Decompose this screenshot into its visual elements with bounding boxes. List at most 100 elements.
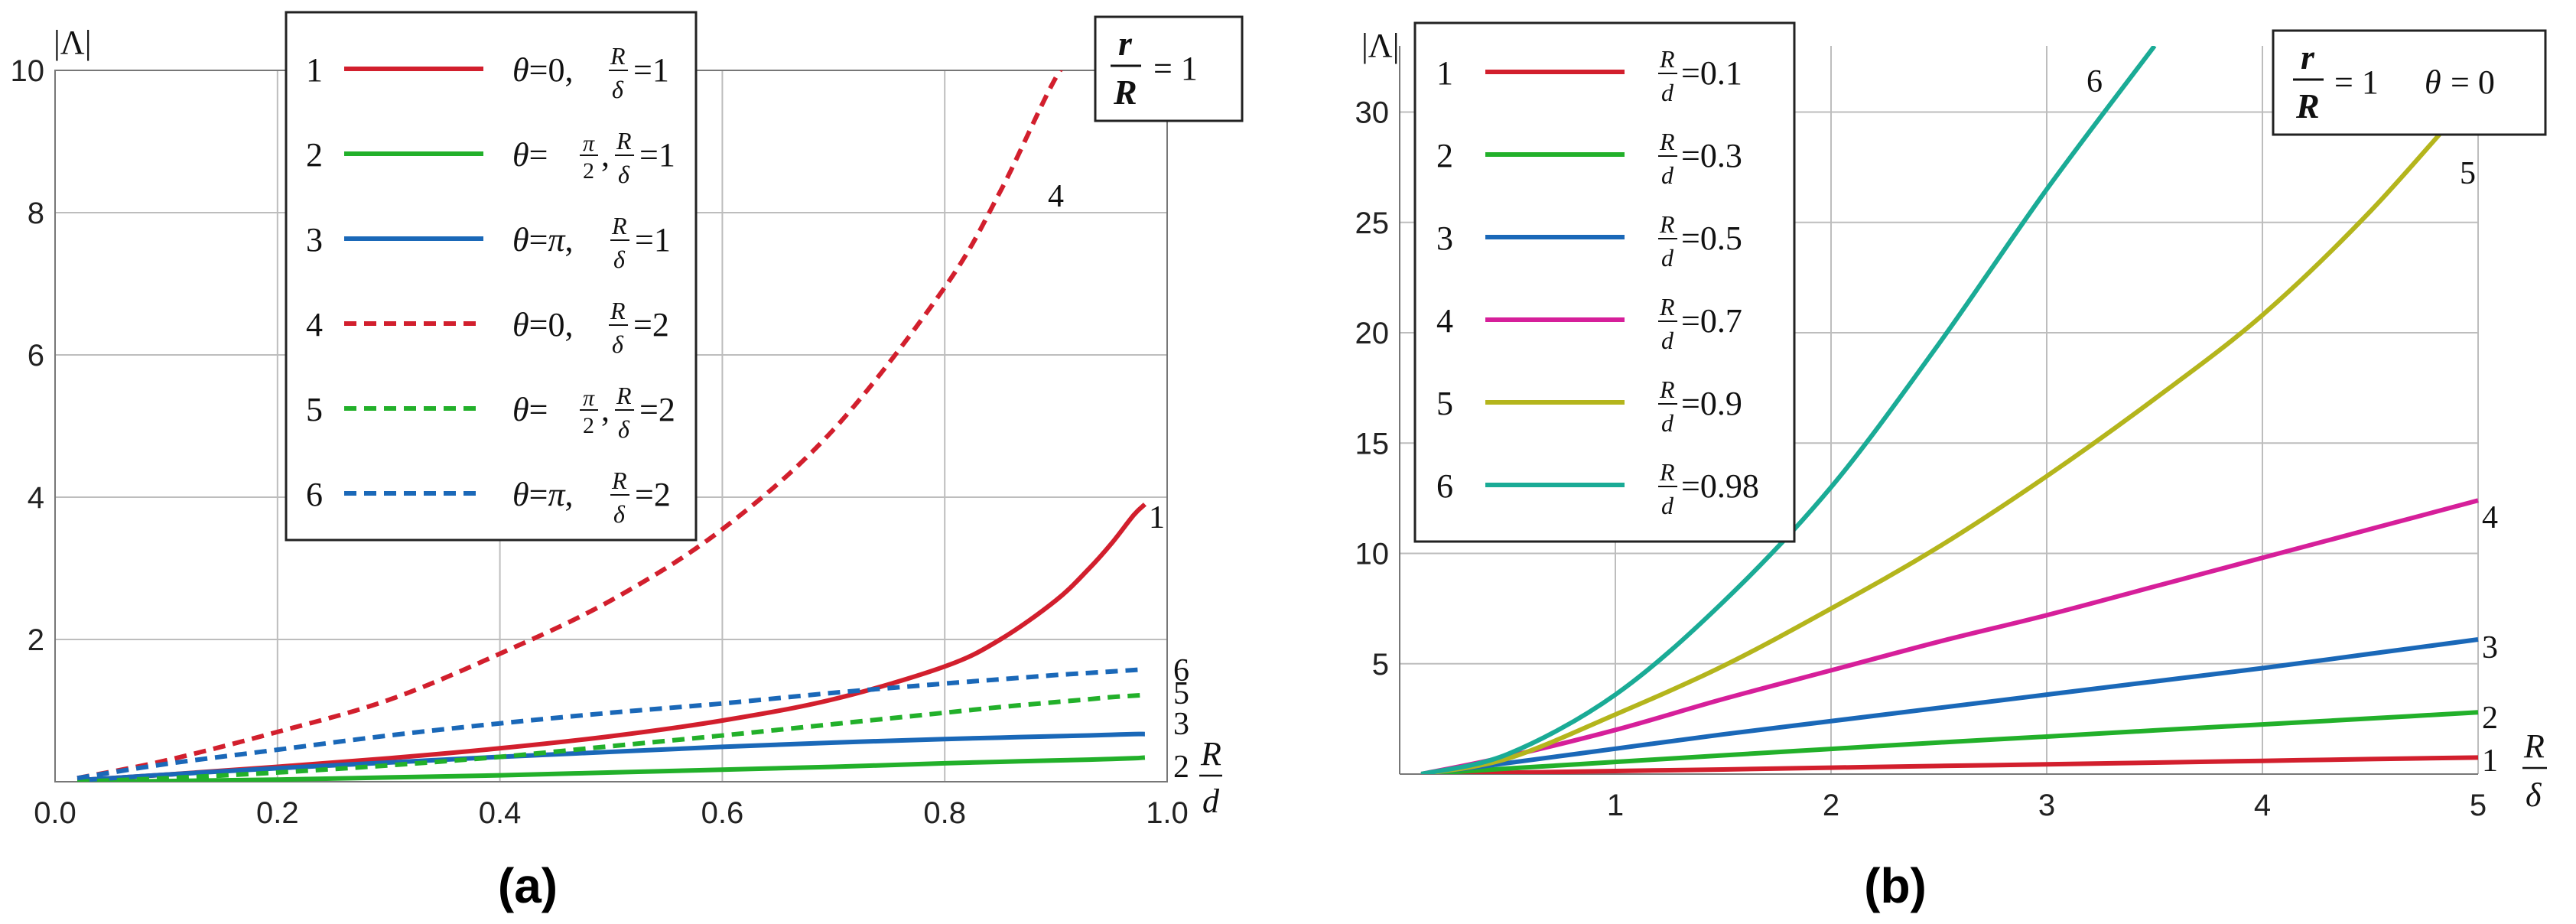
chart-b-legend-item-1: 1 Rd =0.1 <box>1436 45 1742 106</box>
chart-a-legend-item-3: 3 θ=π, Rδ =1 <box>306 212 671 273</box>
svg-text:1: 1 <box>1436 54 1453 92</box>
chart-a-legend-item-6: 6 θ=π, Rδ =2 <box>306 467 671 528</box>
svg-text:d: d <box>1661 79 1674 106</box>
svg-text:R: R <box>1659 458 1675 486</box>
chart-b-ytick: 30 <box>1355 96 1390 130</box>
svg-text:δ: δ <box>618 161 630 188</box>
chart-b-xtick: 2 <box>1823 789 1839 822</box>
chart-b-legend-item-4: 4 Rd =0.7 <box>1436 293 1742 354</box>
chart-a-ytick: 10 <box>11 54 45 88</box>
chart-b-legend-item-5: 5 Rd=0.9 <box>1436 376 1742 437</box>
svg-text:5: 5 <box>306 391 323 428</box>
svg-text:,: , <box>601 391 610 428</box>
chart-b-legend-item-3: 3 Rd=0.5 <box>1436 210 1742 272</box>
svg-text:R: R <box>1659 210 1675 238</box>
svg-text:R: R <box>610 297 626 324</box>
chart-a-ticks: 0.0 0.2 0.4 0.6 0.8 1.0 2 4 6 8 10 <box>11 54 1189 830</box>
chart-a-end-labels: 1 2 3 4 56 <box>1048 179 1189 785</box>
svg-text:4: 4 <box>306 306 323 343</box>
chart-b-end-labels: 1 2 3 4 5 6 <box>2086 64 2498 779</box>
svg-text:r: r <box>1118 24 1133 63</box>
chart-a-end-label-4: 4 <box>1048 179 1064 214</box>
chart-b-end-label-6: 6 <box>2086 64 2103 99</box>
svg-text:=2: =2 <box>633 306 669 343</box>
svg-text:=0.1: =0.1 <box>1681 54 1742 92</box>
svg-text:d: d <box>1661 409 1674 437</box>
chart-a-ytick: 2 <box>28 623 44 657</box>
svg-text:R: R <box>1659 128 1675 155</box>
svg-text:d: d <box>1661 244 1674 272</box>
chart-a-legend-item-2: 2 θ= π2, Rδ=1 <box>306 127 675 188</box>
chart-b-badge: r R = 1 θ = 0 <box>2272 29 2547 136</box>
svg-text:R: R <box>616 382 632 409</box>
svg-text:R: R <box>1659 376 1675 403</box>
chart-b-xlabel-den: δ <box>2526 776 2542 814</box>
svg-text:δ: δ <box>618 415 630 443</box>
chart-b-series-6 <box>1420 46 2157 774</box>
chart-a-xlabel-den: d <box>1202 782 1220 820</box>
chart-b-end-label-3: 3 <box>2482 630 2498 665</box>
chart-b-end-label-1: 1 <box>2482 743 2498 779</box>
svg-text:θ=0,: θ=0, <box>512 306 573 343</box>
svg-text:δ: δ <box>612 76 624 103</box>
svg-text:=1: =1 <box>639 136 675 174</box>
svg-text:r: r <box>2301 37 2315 76</box>
svg-text:2: 2 <box>1436 137 1453 174</box>
chart-a-series-6 <box>76 667 1146 781</box>
chart-a-xtick: 0.0 <box>34 796 76 830</box>
chart-a-badge: r R = 1 <box>1094 15 1244 122</box>
svg-text:d: d <box>1661 327 1674 354</box>
svg-text:3: 3 <box>1436 220 1453 257</box>
chart-a-xtick: 0.8 <box>923 796 966 830</box>
svg-text:= 1: = 1 <box>2334 63 2379 101</box>
svg-text:R: R <box>1659 45 1675 73</box>
svg-text:=0.9: =0.9 <box>1681 385 1742 422</box>
chart-a-xlabel-num: R <box>1200 735 1221 773</box>
chart-b-xlabel-num: R <box>2523 727 2545 765</box>
chart-b-xtick: 4 <box>2254 789 2271 822</box>
chart-a-end-label-2: 2 <box>1173 750 1189 785</box>
svg-text:= 1: = 1 <box>1153 50 1198 87</box>
chart-b-xtick: 1 <box>1607 789 1624 822</box>
svg-text:θ: θ <box>2425 63 2441 101</box>
chart-b-end-label-5: 5 <box>2460 156 2476 191</box>
chart-a-ylabel: |Λ| <box>54 24 92 61</box>
svg-text:R: R <box>616 127 632 155</box>
chart-b-series-1 <box>1421 755 2479 774</box>
svg-text:6: 6 <box>306 476 323 513</box>
chart-a-end-label-3: 3 <box>1173 707 1189 742</box>
svg-text:=0.7: =0.7 <box>1681 302 1742 340</box>
svg-text:5: 5 <box>1436 385 1453 422</box>
svg-text:δ: δ <box>613 500 626 528</box>
svg-text:R: R <box>2295 86 2320 125</box>
chart-b-legend-item-2: 2 Rd=0.3 <box>1436 128 1742 189</box>
svg-text:δ: δ <box>613 246 626 273</box>
chart-a-series-3 <box>76 731 1145 782</box>
svg-text:4: 4 <box>1436 302 1453 340</box>
chart-a-series-5 <box>76 692 1146 782</box>
chart-a-xtick: 0.6 <box>701 796 744 830</box>
chart-b-caption: (b) <box>1864 858 1927 913</box>
svg-text:=1: =1 <box>633 51 669 89</box>
svg-text:2: 2 <box>583 158 594 184</box>
chart-a-ytick: 8 <box>28 197 44 230</box>
chart-b-ytick: 20 <box>1355 317 1390 350</box>
chart-b-xlabel: R δ <box>2522 727 2547 814</box>
chart-a-xtick: 1.0 <box>1146 796 1189 830</box>
svg-text:6: 6 <box>1436 467 1453 505</box>
svg-text:=2: =2 <box>635 476 671 513</box>
chart-a-legend: 1 θ=0, Rδ=12 θ= π2, Rδ=13 θ=π, Rδ=14 θ=0, Rδ=25 θ=… <box>285 11 698 542</box>
svg-text:R: R <box>611 467 627 494</box>
chart-a-ytick: 4 <box>28 481 44 515</box>
chart-a-caption: (a) <box>498 858 558 913</box>
chart-b-end-label-4: 4 <box>2482 500 2498 535</box>
chart-a-end-label-6: 6 <box>1173 653 1189 688</box>
chart-b-end-label-2: 2 <box>2482 701 2498 736</box>
chart-a-ytick: 6 <box>28 339 44 373</box>
svg-text:,: , <box>601 136 610 174</box>
svg-text:θ=π,: θ=π, <box>512 221 574 259</box>
